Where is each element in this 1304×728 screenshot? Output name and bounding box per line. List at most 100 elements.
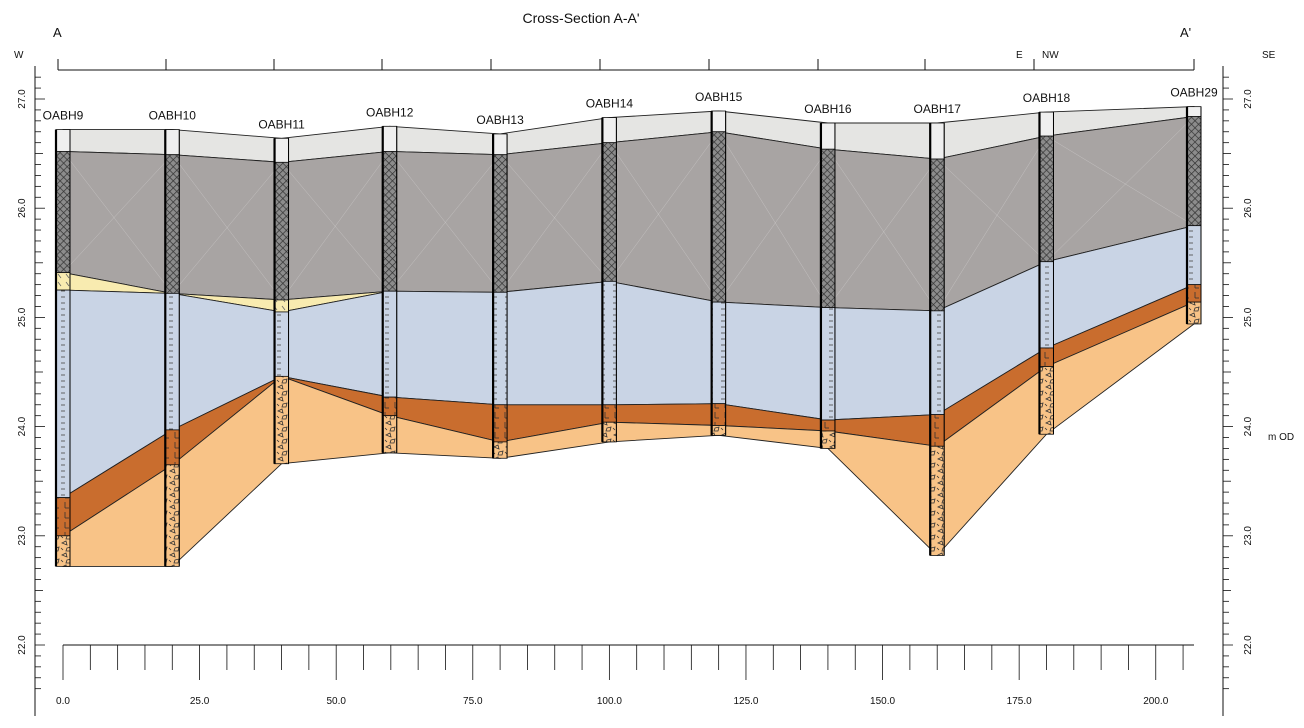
column-made-ground	[164, 154, 180, 294]
borehole-label: OABH12	[366, 105, 414, 119]
x-tick-label: 100.0	[597, 696, 622, 707]
column-sand	[274, 299, 289, 313]
borehole-column: OABH11	[258, 117, 305, 465]
borehole-label: OABH11	[258, 117, 305, 131]
borehole-label: OABH15	[695, 90, 743, 104]
column-clay	[55, 289, 71, 498]
column-topsoil	[929, 122, 945, 160]
column-topsoil	[1039, 111, 1054, 137]
layer-trace	[499, 142, 610, 293]
column-topsoil	[820, 122, 836, 150]
layer-trace	[937, 158, 1047, 262]
column-made-ground	[382, 151, 398, 292]
column-silt	[492, 404, 508, 443]
layer-trace	[1046, 135, 1195, 226]
column-topsoil	[711, 110, 727, 133]
borehole-column: OABH29	[1170, 86, 1218, 325]
column-made-ground	[1039, 135, 1054, 263]
layer-trace	[62, 154, 173, 273]
column-gravel	[929, 445, 945, 556]
chart-title: Cross-Section A-A'	[522, 10, 639, 26]
elevation-tick-label: 24.0	[17, 416, 28, 436]
borehole-column: OABH12	[366, 105, 414, 454]
layer-trace	[827, 149, 938, 311]
column-clay	[820, 307, 836, 421]
column-gravel	[274, 375, 289, 465]
layer-trace	[937, 136, 1047, 311]
column-silt	[1039, 347, 1054, 367]
x-tick-label: 175.0	[1007, 696, 1032, 707]
elevation-tick-label: 27.0	[1243, 89, 1254, 109]
column-gravel	[601, 421, 617, 443]
column-gravel	[820, 430, 836, 449]
column-topsoil	[164, 129, 180, 156]
x-tick-label: 150.0	[870, 696, 895, 707]
column-clay	[1039, 261, 1054, 349]
column-silt	[711, 403, 727, 426]
column-clay	[929, 310, 945, 415]
elevation-tick-label: 26.0	[1243, 198, 1254, 218]
borehole-label: OABH13	[476, 113, 524, 127]
column-clay	[1186, 225, 1202, 286]
layer-trace	[827, 158, 938, 308]
column-silt	[820, 419, 836, 432]
elevation-tick-label: 22.0	[17, 635, 28, 655]
column-clay	[274, 311, 289, 377]
column-gravel	[1186, 301, 1202, 325]
layer-trace	[281, 162, 390, 292]
borehole-label: OABH29	[1170, 86, 1218, 100]
borehole-label: OABH17	[914, 102, 962, 116]
layer-trace	[281, 151, 390, 301]
column-made-ground	[711, 131, 727, 303]
column-made-ground	[601, 142, 617, 282]
column-gravel	[1039, 366, 1054, 435]
layer-trace	[1046, 116, 1195, 262]
elevation-tick-label: 22.0	[1243, 635, 1254, 655]
column-made-ground	[929, 158, 945, 312]
layer-trace	[718, 131, 829, 308]
x-tick-label: 200.0	[1143, 696, 1168, 707]
borehole-label: OABH9	[43, 109, 84, 123]
column-silt	[1186, 284, 1202, 303]
column-gravel	[164, 464, 180, 567]
column-made-ground	[492, 154, 508, 293]
direction-northwest: NW	[1042, 50, 1059, 61]
borehole-columns: OABH9 OABH10 OABH11 OABH12 OABH13 OABH14 OABH1…	[43, 86, 1218, 567]
column-gravel	[382, 415, 398, 454]
elevation-unit-label: m OD	[1268, 432, 1294, 443]
column-gravel	[492, 441, 508, 459]
borehole-column: OABH16	[804, 102, 852, 449]
strata-layers	[62, 106, 1195, 567]
column-silt	[929, 414, 945, 447]
elevation-tick-label: 23.0	[1243, 526, 1254, 546]
x-tick-label: 50.0	[326, 696, 346, 707]
column-silt	[382, 396, 398, 417]
borehole-label: OABH18	[1023, 91, 1071, 105]
column-clay	[164, 292, 180, 431]
layer-trace	[718, 149, 829, 303]
column-silt	[55, 497, 71, 537]
x-tick-label: 0.0	[56, 696, 70, 707]
column-clay	[711, 301, 727, 405]
borehole-label: OABH10	[149, 109, 197, 123]
direction-southeast: SE	[1262, 50, 1276, 61]
direction-east: E	[1016, 50, 1023, 61]
column-topsoil	[274, 137, 289, 163]
x-tick-label: 125.0	[733, 696, 758, 707]
borehole-column: OABH9	[43, 109, 84, 567]
column-gravel	[711, 425, 727, 436]
borehole-column: OABH18	[1023, 91, 1071, 435]
borehole-label: OABH16	[804, 102, 852, 116]
layer-trace	[172, 154, 282, 301]
elevation-axis-right: 22.0 23.0 24.0 25.0 26.0 27.0	[1222, 66, 1254, 716]
direction-west: W	[14, 50, 24, 61]
section-start-label: A	[53, 25, 62, 40]
distance-axis: 0.0 25.0 50.0 75.0 100.0 125.0 150.0 175.0 200.0	[56, 644, 1194, 707]
elevation-tick-label: 24.0	[1243, 416, 1254, 436]
section-end-label: A'	[1180, 25, 1191, 40]
layer-trace	[499, 154, 610, 282]
layer-trace	[609, 131, 719, 282]
elevation-tick-label: 23.0	[17, 526, 28, 546]
layer-trace	[609, 142, 719, 303]
